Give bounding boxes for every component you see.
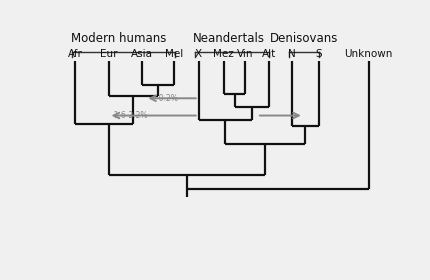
Text: Alt: Alt xyxy=(261,50,276,59)
Text: Unknown: Unknown xyxy=(344,50,393,59)
Text: -1.6-2.2%: -1.6-2.2% xyxy=(112,111,149,120)
Text: Mez: Mez xyxy=(213,50,234,59)
Text: -0.2%: -0.2% xyxy=(157,94,179,103)
Text: Mel: Mel xyxy=(165,50,183,59)
Text: Neandertals: Neandertals xyxy=(193,32,265,45)
Text: Eur: Eur xyxy=(100,50,117,59)
Text: X: X xyxy=(195,50,202,59)
Text: N: N xyxy=(288,50,296,59)
Text: Denisovans: Denisovans xyxy=(270,32,338,45)
Text: Modern humans: Modern humans xyxy=(71,32,166,45)
Text: Afr: Afr xyxy=(68,50,83,59)
Text: Vin: Vin xyxy=(237,50,254,59)
Text: Asia: Asia xyxy=(131,50,153,59)
Text: S: S xyxy=(315,50,322,59)
